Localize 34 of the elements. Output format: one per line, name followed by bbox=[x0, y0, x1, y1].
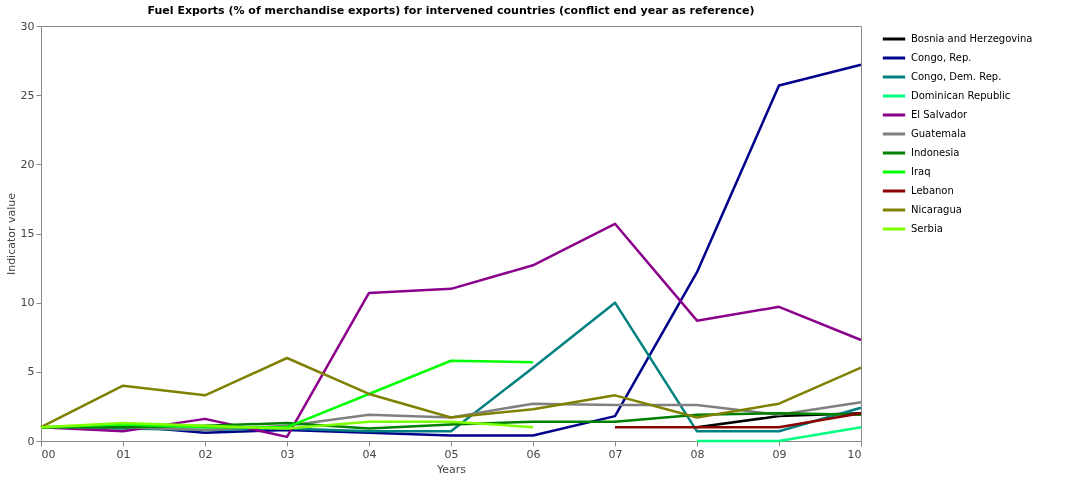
x-tick-label: 05 bbox=[444, 447, 459, 461]
x-tick-label: 00 bbox=[41, 447, 56, 461]
x-axis-title: Years bbox=[435, 462, 467, 476]
y-tick-label: 0 bbox=[27, 434, 35, 448]
legend-label: Indonesia bbox=[911, 147, 960, 158]
y-tick-label: 5 bbox=[27, 365, 35, 379]
x-tick-label: 09 bbox=[772, 447, 787, 461]
y-tick-label: 15 bbox=[20, 227, 35, 240]
legend-label: Serbia bbox=[911, 223, 943, 234]
x-tick-label: 06 bbox=[526, 447, 541, 461]
legend-label: Guatemala bbox=[911, 128, 967, 139]
line-series bbox=[39, 356, 863, 429]
y-tick-label: 25 bbox=[20, 88, 35, 102]
x-tick-label: 08 bbox=[690, 447, 705, 461]
y-tick-label: 10 bbox=[20, 296, 35, 310]
legend-label: Congo, Dem. Rep. bbox=[911, 71, 1002, 82]
y-axis-title: Indicator value bbox=[4, 192, 18, 276]
x-tick-label: 10 bbox=[847, 447, 862, 461]
legend-label: Bosnia and Herzegovina bbox=[911, 33, 1033, 44]
legend-label: Lebanon bbox=[911, 185, 954, 196]
line-series bbox=[39, 420, 535, 430]
x-tick-label: 04 bbox=[362, 447, 377, 461]
legend-label: El Salvador bbox=[911, 109, 969, 120]
legend-label: Iraq bbox=[911, 166, 931, 177]
y-tick-label: 30 bbox=[20, 19, 35, 33]
x-tick-label: 02 bbox=[198, 447, 213, 461]
x-tick-label: 07 bbox=[608, 447, 623, 461]
legend-label: Nicaragua bbox=[911, 204, 962, 215]
chart-title: Fuel Exports (% of merchandise exports) for intervened countries (conflict end year as reference) bbox=[147, 4, 755, 17]
y-tick-label: 20 bbox=[20, 157, 35, 171]
legend-label: Dominican Republic bbox=[911, 90, 1011, 101]
x-tick-label: 03 bbox=[280, 447, 295, 461]
legend-label: Congo, Rep. bbox=[911, 52, 972, 63]
x-tick-label: 01 bbox=[116, 447, 131, 461]
